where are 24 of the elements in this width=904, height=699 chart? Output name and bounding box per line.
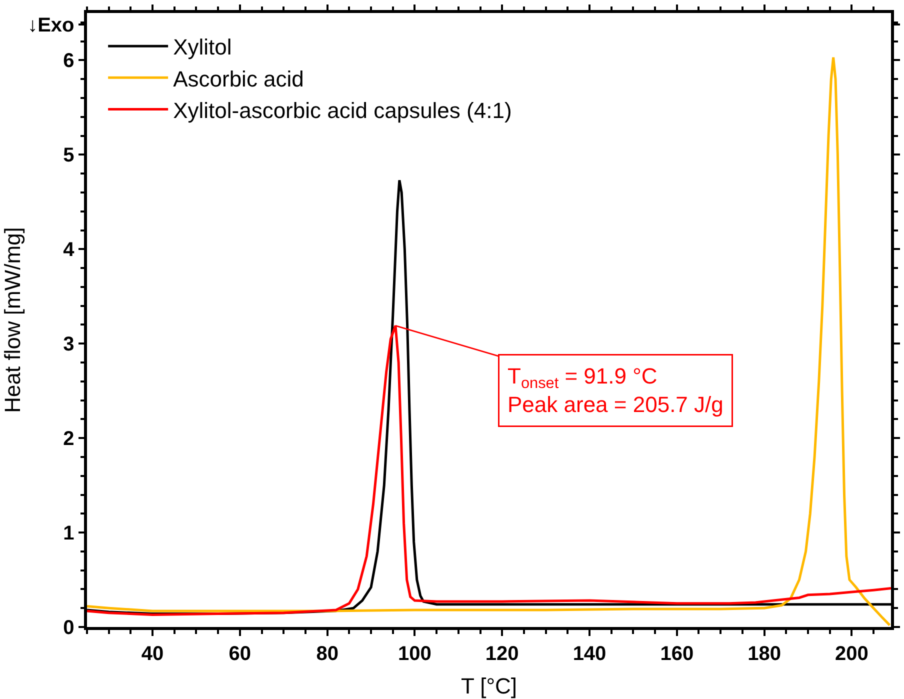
x-tick-label: 180 [748,642,781,665]
y-tick-label: 2 [63,428,74,450]
y-tick-label: 5 [63,144,74,167]
x-tick-label: 200 [834,642,868,665]
line-series [87,324,891,616]
x-tick-label: 100 [398,642,432,665]
x-tick-label: 40 [141,642,164,665]
y-tick-label: 3 [63,334,74,356]
x-tick-label: 120 [485,642,519,665]
x-axis-title: T [°C] [460,674,518,699]
y-tick-label: 0 [63,617,74,639]
x-tick-label: 160 [660,642,694,665]
annotation: T$_{onset}$ = 91.9 °C Peak area = 205.7 J/g [508,364,724,418]
y-axis-title: Heat flow [mW/mg] [0,227,25,413]
y-tick-label: 6 [63,50,74,72]
y-tick-label: ↓Exo [28,14,74,36]
legend-label: Xylitol-ascorbic acid capsules (4:1) [173,98,512,123]
legend-label: Ascorbic acid [173,66,304,92]
x-tick-label: 80 [316,642,338,665]
y-tick-label: 4 [63,239,76,262]
x-tick-label: 60 [228,642,252,665]
legend-label: Xylitol [173,34,232,60]
x-tick-label: 140 [572,642,606,665]
y-tick-label: 1 [63,522,74,545]
